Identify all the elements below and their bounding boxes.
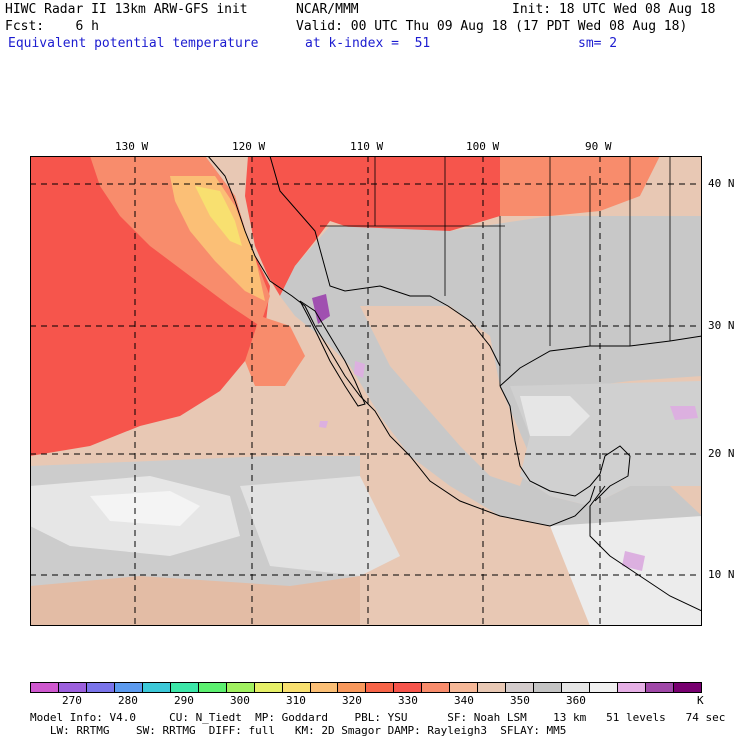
colorbar-swatch [338, 683, 367, 692]
init-time: Init: 18 UTC Wed 08 Aug 18 [512, 2, 716, 17]
lat-label-20n: 20 N [708, 447, 735, 460]
valid-time: Valid: 00 UTC Thu 09 Aug 18 (17 PDT Wed … [296, 19, 688, 34]
lilac-speck-baja [354, 361, 365, 378]
colorbar-label: 330 [398, 694, 418, 707]
colorbar-swatch [198, 683, 227, 692]
map-svg [30, 156, 702, 626]
lon-label-100w: 100 W [466, 140, 500, 153]
institution: NCAR/MMM [296, 2, 359, 17]
colorbar-swatch [673, 683, 701, 692]
colorbar-label: 270 [62, 694, 82, 707]
colorbar-label: 340 [454, 694, 474, 707]
mexico-tan-region [360, 306, 530, 486]
colorbar-swatch [618, 683, 646, 692]
theta-e-map [30, 156, 702, 626]
colorbar-swatch [58, 683, 87, 692]
colorbar-swatch [534, 683, 563, 692]
land-warm-central-us [500, 156, 660, 216]
k-index: at k-index = 51 [305, 36, 431, 51]
colorbar-swatch [254, 683, 283, 692]
colorbar-swatch [645, 683, 674, 692]
colorbar-swatch [478, 683, 507, 692]
caribbean-light [550, 516, 702, 626]
lon-label-130w: 130 W [115, 140, 149, 153]
colorbar-label: 360 [566, 694, 586, 707]
colorbar-swatch [310, 683, 339, 692]
colorbar-swatch [170, 683, 199, 692]
us-state-lines [320, 156, 671, 386]
lat-label-40n: 40 N [708, 177, 735, 190]
colorbar-swatch [422, 683, 451, 692]
ocean-warm-offshore [245, 316, 305, 386]
colorbar-swatch [562, 683, 591, 692]
gulf-light-patch [520, 396, 590, 436]
us-mexico-border [269, 156, 501, 367]
model-info: Model Info: V4.0 CU: N_Tiedt MP: Goddard… [30, 711, 726, 724]
smoothing: sm= 2 [578, 36, 618, 51]
land-tan-east [640, 156, 702, 216]
colorbar-label: 290 [174, 694, 194, 707]
colorbar-swatch [86, 683, 115, 692]
model-title: HIWC Radar II 13km ARW-GFS init [5, 2, 248, 17]
colorbar-swatch [394, 683, 423, 692]
colorbar-swatch [226, 683, 255, 692]
colorbar-swatch [450, 683, 479, 692]
central-america [589, 485, 702, 612]
lilac-speck-pacific [622, 551, 645, 571]
lat-label-30n: 30 N [708, 319, 735, 332]
lon-label-90w: 90 W [585, 140, 612, 153]
colorbar-swatch [282, 683, 311, 692]
colorbar-label: 320 [342, 694, 362, 707]
colorbar-swatch [114, 683, 143, 692]
coastlines [207, 156, 702, 612]
lon-label-110w: 110 W [350, 140, 384, 153]
field-name: Equivalent potential temperature [8, 36, 259, 51]
colorbar [30, 682, 702, 693]
lat-label-10n: 10 N [708, 568, 735, 581]
colorbar-label: 350 [510, 694, 530, 707]
colorbar-label: 280 [118, 694, 138, 707]
colorbar-swatch [506, 683, 535, 692]
ocean-light-south-central [240, 476, 400, 576]
map-frame [30, 156, 702, 626]
baja-california [299, 300, 366, 407]
colorbar-swatch [142, 683, 171, 692]
purple-speck-gulf-california [312, 294, 330, 324]
colorbar-swatch [366, 683, 395, 692]
colorbar-unit: K [697, 694, 704, 707]
gulf-coastline [499, 385, 631, 502]
graticule [30, 156, 702, 626]
lilac-speck-offshore [319, 421, 328, 428]
ocean-tan-south [30, 576, 360, 626]
colorbar-swatch [31, 683, 59, 692]
colorbar-label: 300 [230, 694, 250, 707]
pacific-coastline [207, 156, 596, 527]
forecast-hour: Fcst: 6 h [5, 19, 99, 34]
lilac-speck-caribbean [670, 406, 698, 420]
colorbar-swatch [590, 683, 619, 692]
model-physics: LW: RRTMG SW: RRTMG DIFF: full KM: 2D Sm… [30, 724, 567, 737]
ocean-orange-region [170, 176, 265, 301]
colorbar-label: 310 [286, 694, 306, 707]
lon-label-120w: 120 W [232, 140, 266, 153]
ocean-yellow-region [195, 186, 242, 246]
ocean-white-patch [90, 491, 200, 526]
